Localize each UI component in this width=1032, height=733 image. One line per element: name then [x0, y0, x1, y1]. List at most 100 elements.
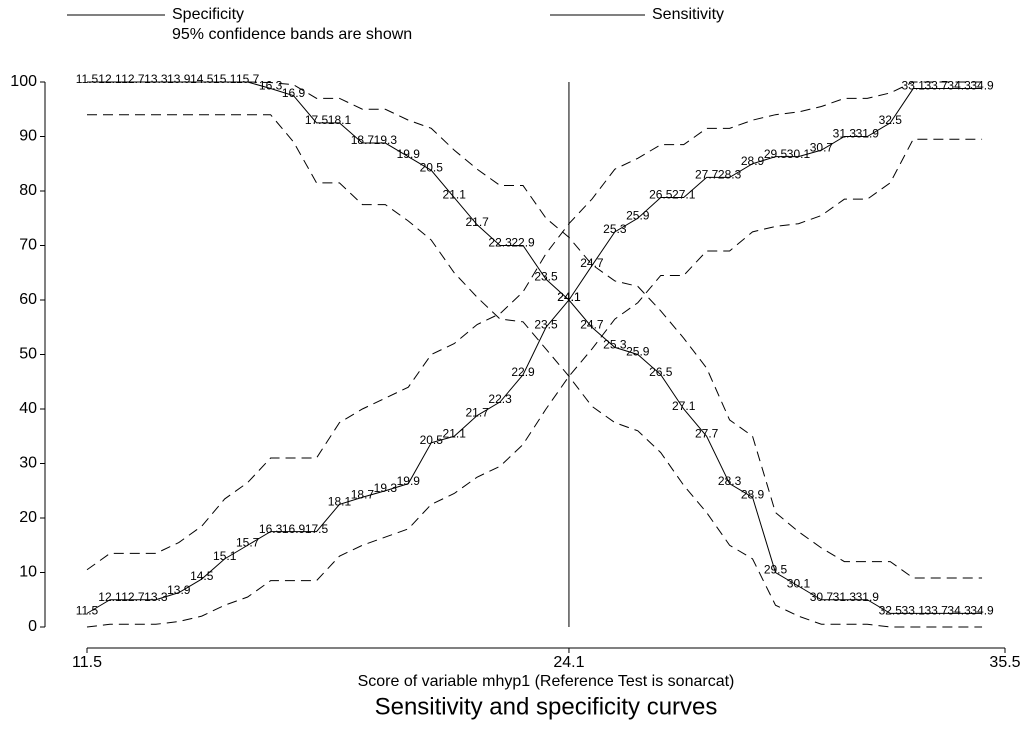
- point-label: 31.9: [856, 590, 880, 604]
- chart-title: Sensitivity and specificity curves: [375, 693, 718, 720]
- point-label: 33.1: [902, 79, 926, 93]
- point-label: 14.5: [190, 569, 214, 583]
- legend-note: 95% confidence bands are shown: [172, 26, 412, 43]
- point-label: 17.5: [305, 113, 329, 127]
- point-label: 31.3: [833, 127, 857, 141]
- legend-label: Specificity: [172, 6, 244, 23]
- y-tick-label: 50: [19, 346, 37, 363]
- point-label: 30.1: [787, 147, 811, 161]
- point-label: 12.1: [98, 590, 122, 604]
- point-label: 28.9: [741, 487, 765, 501]
- point-label: 21.7: [465, 215, 489, 229]
- point-label: 25.3: [603, 222, 627, 236]
- y-tick-label: 70: [19, 237, 37, 254]
- point-label: 19.9: [397, 474, 421, 488]
- point-label: 15.1: [213, 549, 237, 563]
- x-tick-label: 24.1: [553, 654, 584, 671]
- point-label: 27.1: [672, 399, 696, 413]
- point-label: 12.7: [121, 72, 145, 86]
- point-label: 30.7: [810, 590, 834, 604]
- point-label: 34.9: [970, 604, 994, 618]
- y-tick-label: 80: [19, 182, 37, 199]
- confidence-band: [86, 138, 983, 628]
- point-label: 23.5: [534, 317, 558, 331]
- point-label: 24.1: [557, 290, 581, 304]
- point-label: 11.5: [76, 72, 99, 86]
- point-label: 13.3: [144, 72, 168, 86]
- point-label: 18.1: [328, 495, 352, 509]
- point-label: 27.7: [695, 168, 719, 182]
- point-label: 22.3: [488, 392, 512, 406]
- point-label: 29.5: [764, 147, 788, 161]
- point-label: 31.9: [856, 127, 880, 141]
- point-label: 25.9: [626, 208, 650, 222]
- point-label: 26.5: [649, 365, 673, 379]
- point-label: 15.7: [236, 72, 260, 86]
- point-label: 27.7: [695, 426, 719, 440]
- point-label: 19.3: [374, 133, 398, 147]
- point-label: 22.9: [511, 365, 535, 379]
- point-label: 33.7: [924, 79, 948, 93]
- point-label: 31.3: [833, 590, 857, 604]
- point-label: 13.3: [144, 590, 168, 604]
- y-tick-label: 40: [19, 400, 37, 417]
- point-label: 19.3: [374, 481, 398, 495]
- x-tick-label: 11.5: [72, 654, 102, 671]
- point-label: 16.3: [259, 522, 283, 536]
- point-label: 33.1: [902, 604, 926, 618]
- point-label: 14.5: [190, 72, 214, 86]
- point-label: 27.1: [672, 188, 696, 202]
- point-label: 20.5: [420, 433, 444, 447]
- point-label: 21.7: [465, 406, 489, 420]
- point-label: 11.5: [76, 604, 99, 618]
- curve: [87, 81, 983, 614]
- point-label: 18.7: [351, 487, 375, 501]
- point-label: 30.7: [810, 140, 834, 154]
- y-tick-label: 20: [19, 509, 37, 526]
- point-label: 15.7: [236, 535, 260, 549]
- point-label: 12.1: [98, 72, 122, 86]
- point-label: 24.1: [557, 290, 581, 304]
- point-label: 22.3: [488, 236, 512, 250]
- point-label: 13.9: [167, 72, 191, 86]
- point-label: 30.1: [787, 576, 811, 590]
- point-label: 22.9: [511, 236, 535, 250]
- point-label: 15.1: [213, 72, 237, 86]
- y-tick-label: 90: [19, 128, 37, 145]
- point-label: 33.7: [924, 604, 948, 618]
- point-label: 23.5: [534, 269, 558, 283]
- y-tick-label: 100: [10, 73, 37, 90]
- point-label: 24.7: [580, 256, 604, 270]
- point-label: 28.3: [718, 168, 742, 182]
- point-label: 28.3: [718, 474, 742, 488]
- point-label: 18.7: [351, 133, 375, 147]
- x-axis-label: Score of variable mhyp1 (Reference Test …: [358, 673, 735, 690]
- point-label: 32.5: [879, 604, 903, 618]
- y-tick-label: 30: [19, 455, 37, 472]
- curve: [86, 88, 983, 614]
- point-label: 29.5: [764, 563, 788, 577]
- point-label: 34.9: [970, 79, 994, 93]
- point-label: 20.5: [420, 160, 444, 174]
- point-label: 17.5: [305, 522, 329, 536]
- point-label: 16.9: [282, 522, 306, 536]
- confidence-band: [86, 81, 983, 571]
- point-label: 21.1: [443, 426, 467, 440]
- point-label: 26.5: [649, 188, 673, 202]
- point-label: 18.1: [328, 113, 352, 127]
- y-tick-label: 10: [19, 564, 37, 581]
- point-label: 16.3: [259, 79, 283, 93]
- confidence-band: [87, 114, 983, 628]
- point-label: 12.7: [121, 590, 145, 604]
- point-label: 16.9: [282, 86, 306, 100]
- point-label: 25.9: [626, 345, 650, 359]
- point-label: 34.3: [947, 604, 971, 618]
- point-label: 13.9: [167, 583, 191, 597]
- point-label: 19.9: [397, 147, 421, 161]
- point-label: 28.9: [741, 154, 765, 168]
- point-label: 32.5: [879, 113, 903, 127]
- point-label: 34.3: [947, 79, 971, 93]
- y-tick-label: 0: [28, 618, 37, 635]
- point-label: 21.1: [443, 188, 467, 202]
